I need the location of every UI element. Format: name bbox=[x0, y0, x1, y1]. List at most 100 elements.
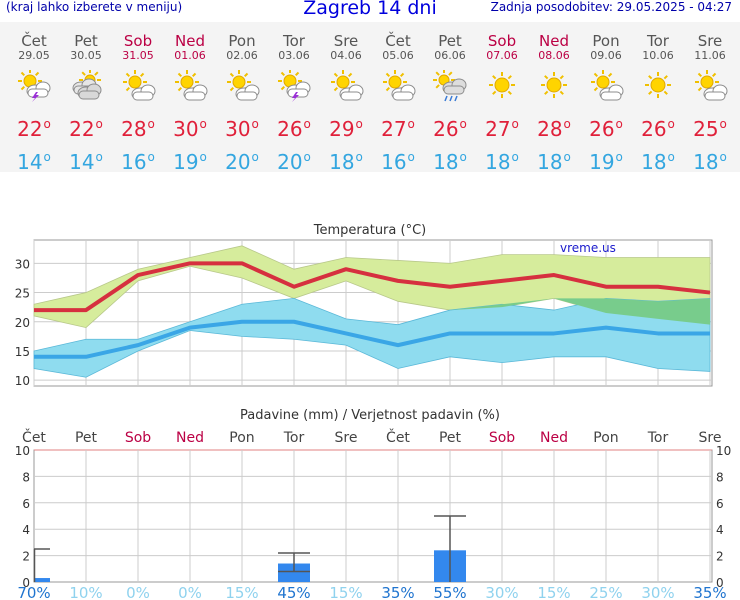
day-column: Pon 09.06 26o 19o bbox=[580, 22, 632, 174]
sun-cloud-thunder-icon bbox=[16, 69, 52, 102]
sun-cloud-rain-icon bbox=[432, 69, 468, 102]
sun-cloud-icon bbox=[172, 70, 208, 102]
day-column: Sob 07.06 27o 18o bbox=[476, 22, 528, 174]
day-name: Čet bbox=[21, 32, 47, 50]
precip-probability: 55% bbox=[433, 584, 466, 600]
high-temp: 27o bbox=[485, 117, 519, 141]
low-temp: 20o bbox=[225, 150, 259, 174]
low-temp: 18o bbox=[693, 150, 727, 174]
day-date: 04.06 bbox=[330, 49, 362, 62]
high-temp: 27o bbox=[381, 117, 415, 141]
high-temp: 26o bbox=[277, 117, 311, 141]
precip-y-tick-left: 2 bbox=[22, 550, 30, 564]
day-column: Tor 10.06 26o 18o bbox=[632, 22, 684, 174]
day-name: Ned bbox=[539, 32, 569, 50]
day-column: Pet 06.06 26o 18o bbox=[424, 22, 476, 174]
sun-cloud-icon bbox=[380, 70, 416, 102]
precip-probability: 35% bbox=[381, 584, 414, 600]
low-temp: 18o bbox=[329, 150, 363, 174]
sun-icon bbox=[640, 70, 676, 102]
precip-probability: 0% bbox=[126, 584, 150, 600]
precip-chart-title: Padavine (mm) / Verjetnost padavin (%) bbox=[240, 408, 500, 423]
high-temp: 26o bbox=[641, 117, 675, 141]
precip-probability: 15% bbox=[225, 584, 258, 600]
day-name: Čet bbox=[385, 32, 411, 50]
day-name: Tor bbox=[647, 32, 669, 50]
precip-plot-area bbox=[33, 449, 713, 583]
day-column: Ned 08.06 28o 18o bbox=[528, 22, 580, 174]
day-date: 05.06 bbox=[382, 49, 414, 62]
day-name: Sre bbox=[333, 32, 359, 50]
temp-y-tick: 20 bbox=[15, 316, 30, 330]
sun-cloud-icon bbox=[120, 70, 156, 102]
precip-probability: 45% bbox=[277, 584, 310, 600]
watermark: vreme.us bbox=[560, 241, 616, 255]
sun-cloud-icon bbox=[588, 70, 624, 102]
charts: Temperatura (°C)1015202530vreme.usPadavi… bbox=[15, 223, 732, 600]
low-temp: 19o bbox=[173, 150, 207, 174]
day-name: Pon bbox=[592, 32, 620, 50]
precip-y-tick-left: 8 bbox=[22, 470, 30, 484]
high-temp: 30o bbox=[225, 117, 259, 141]
day-name: Sre bbox=[697, 32, 723, 50]
low-temp: 18o bbox=[485, 150, 519, 174]
precip-probability: 25% bbox=[589, 584, 622, 600]
day-date: 10.06 bbox=[642, 49, 674, 62]
precip-day-label: Pon bbox=[229, 430, 254, 446]
temp-y-tick: 15 bbox=[15, 345, 30, 359]
temp-y-tick: 30 bbox=[15, 257, 30, 271]
day-date: 09.06 bbox=[590, 49, 622, 62]
precip-day-label: Tor bbox=[647, 430, 669, 446]
precip-y-tick-right: 10 bbox=[716, 444, 731, 458]
high-temp: 29o bbox=[329, 117, 363, 141]
precip-day-label: Sre bbox=[335, 430, 358, 446]
sun-icon bbox=[484, 70, 520, 102]
day-date: 03.06 bbox=[278, 49, 310, 62]
day-name: Sob bbox=[487, 32, 517, 50]
precip-y-tick-left: 6 bbox=[22, 497, 30, 511]
low-temp: 14o bbox=[69, 150, 103, 174]
low-temp: 18o bbox=[433, 150, 467, 174]
high-temp: 22o bbox=[17, 117, 51, 141]
temp-y-tick: 10 bbox=[15, 374, 30, 388]
day-date: 02.06 bbox=[226, 49, 258, 62]
day-date: 07.06 bbox=[486, 49, 518, 62]
sun-icon bbox=[536, 70, 572, 102]
precip-y-tick-right: 0 bbox=[716, 576, 724, 590]
day-name: Pet bbox=[74, 32, 98, 50]
day-date: 29.05 bbox=[18, 49, 50, 62]
sun-cloud-thunder-icon bbox=[276, 69, 312, 102]
sun-cloud-icon bbox=[328, 70, 364, 102]
day-name: Ned bbox=[175, 32, 205, 50]
day-column: Čet 05.06 27o 16o bbox=[372, 22, 424, 174]
day-date: 31.05 bbox=[122, 49, 154, 62]
top-bar: (kraj lahko izberete v meniju) Zagreb 14… bbox=[0, 0, 740, 22]
location-note: (kraj lahko izberete v meniju) bbox=[6, 0, 183, 14]
day-date: 08.06 bbox=[538, 49, 570, 62]
precip-probability: 30% bbox=[641, 584, 674, 600]
low-temp-line bbox=[34, 319, 710, 359]
low-temp: 16o bbox=[121, 150, 155, 174]
cloudy-sun-icon bbox=[68, 69, 104, 102]
precip-day-label: Pet bbox=[439, 430, 462, 446]
precip-y-tick-left: 0 bbox=[22, 576, 30, 590]
daily-forecast: Čet 29.05 22o 14o Pet 30.05 22o 14o Sob 31.05 28o 1… bbox=[0, 22, 740, 174]
day-column: Ned 01.06 30o 19o bbox=[164, 22, 216, 174]
precip-day-label: Čet bbox=[386, 428, 410, 446]
precip-probability: 15% bbox=[537, 584, 570, 600]
precip-y-tick-right: 4 bbox=[716, 523, 724, 537]
day-date: 30.05 bbox=[70, 49, 102, 62]
precip-probability: 10% bbox=[69, 584, 102, 600]
precip-probability: 15% bbox=[329, 584, 362, 600]
sun-cloud-icon bbox=[224, 70, 260, 102]
precip-bar bbox=[34, 578, 50, 582]
low-temp: 16o bbox=[381, 150, 415, 174]
precip-day-label: Čet bbox=[22, 428, 46, 446]
precip-y-tick-right: 8 bbox=[716, 470, 724, 484]
day-column: Sre 11.06 25o 18o bbox=[684, 22, 736, 174]
low-temp: 14o bbox=[17, 150, 51, 174]
day-column: Tor 03.06 26o 20o bbox=[268, 22, 320, 174]
day-name: Pon bbox=[228, 32, 256, 50]
precip-y-tick-left: 10 bbox=[15, 444, 30, 458]
day-date: 01.06 bbox=[174, 49, 206, 62]
